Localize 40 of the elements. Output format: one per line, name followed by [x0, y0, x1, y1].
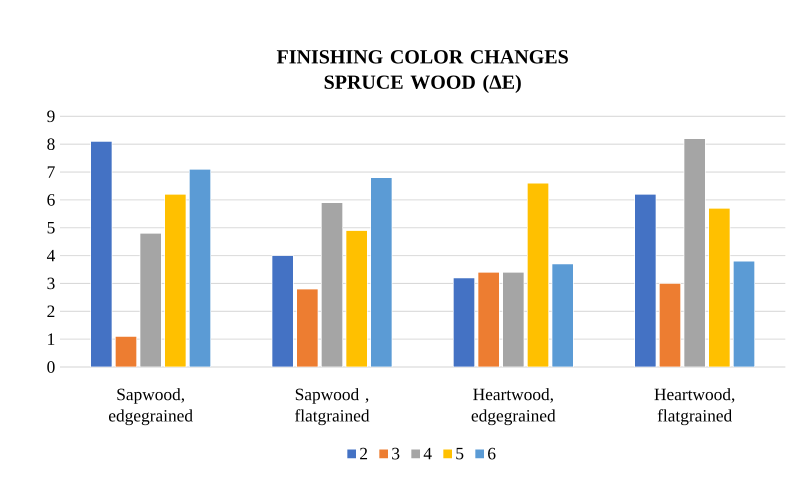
y-tick-label: 2 [47, 306, 54, 318]
bar [527, 182, 550, 368]
bar [634, 194, 656, 368]
bar [296, 288, 318, 368]
bar [140, 232, 162, 368]
legend-label: 3 [392, 448, 400, 460]
y-tick-label: 3 [47, 278, 55, 290]
bar [115, 336, 138, 368]
bar [346, 230, 368, 368]
bar [321, 202, 343, 368]
y-tick-label: 6 [47, 194, 55, 206]
legend-label: 6 [488, 448, 496, 460]
bar [684, 138, 706, 368]
bar [189, 168, 211, 368]
y-tick-label: 8 [47, 138, 55, 150]
y-tick-label: 4 [46, 250, 56, 262]
x-tick-label: Heartwood, flatgrained [654, 388, 734, 426]
bar [90, 141, 112, 368]
x-tick-label: Sapwood , flatgrained [295, 388, 370, 426]
chart-title: FINISHING COLOR CHANGES SPRUCE WOOD (ΔE) [276, 50, 568, 93]
legend-label: 4 [424, 448, 432, 460]
bar [658, 283, 681, 368]
y-tick-label: 7 [48, 166, 55, 178]
legend-label: 2 [360, 448, 368, 460]
x-tick-label: Sapwood, edgegrained [108, 388, 193, 426]
y-tick-label: 1 [48, 333, 54, 345]
bar [272, 255, 294, 368]
bar [708, 208, 730, 368]
bar [502, 272, 524, 368]
x-tick-label: Heartwood, edgegrained [472, 388, 556, 426]
y-tick-label: 9 [47, 110, 55, 122]
bar [164, 194, 186, 368]
bar [478, 272, 500, 368]
y-tick-label: 5 [48, 222, 55, 234]
bar [453, 278, 476, 368]
y-tick-label: 0 [47, 361, 55, 373]
bar [370, 177, 392, 368]
bar [552, 264, 574, 368]
legend-label: 5 [456, 448, 464, 460]
bar [732, 260, 755, 368]
